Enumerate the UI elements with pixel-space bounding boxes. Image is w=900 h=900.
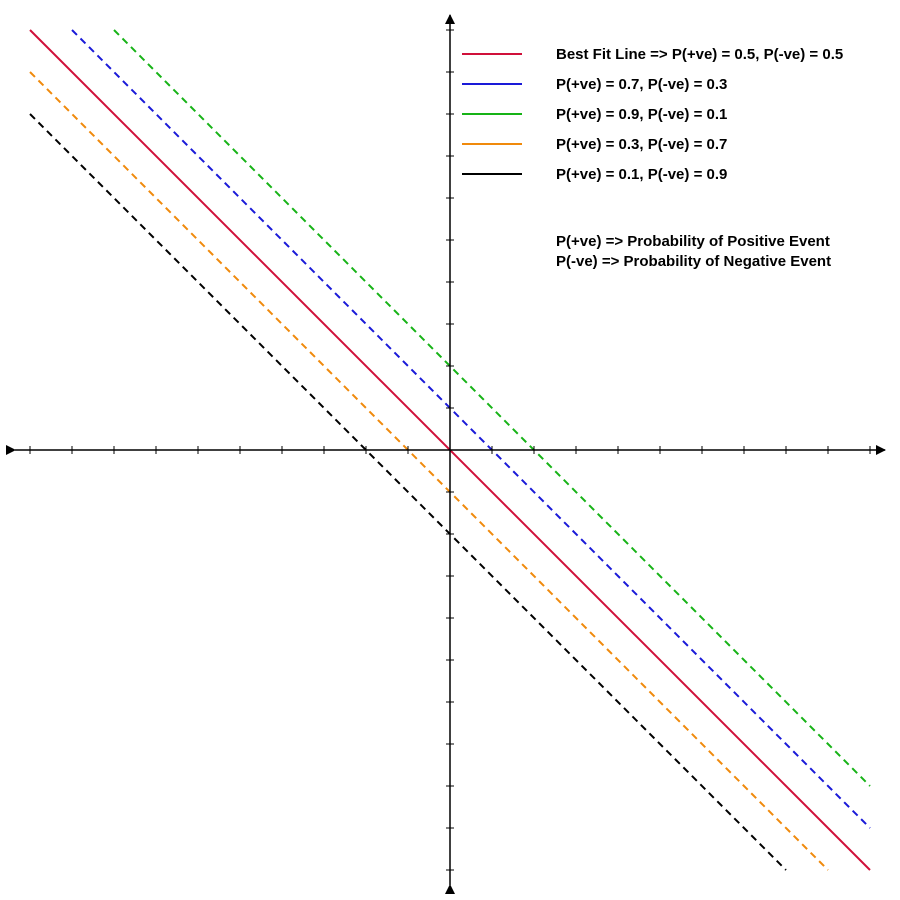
legend-label-4: P(+ve) = 0.1, P(-ve) = 0.9 (556, 166, 727, 183)
legend-label-0: Best Fit Line => P(+ve) = 0.5, P(-ve) = … (556, 46, 843, 63)
series-line-3 (29, 71, 829, 871)
series-line-1 (71, 29, 871, 829)
legend: Best Fit Line => P(+ve) = 0.5, P(-ve) = … (462, 46, 843, 183)
axes (6, 14, 886, 894)
notes: P(+ve) => Probability of Positive Event P… (556, 233, 831, 270)
note-text-1: P(-ve) => Probability of Negative Event (556, 253, 831, 270)
legend-label-3: P(+ve) = 0.3, P(-ve) = 0.7 (556, 136, 727, 153)
series-line-2 (113, 29, 871, 787)
series-line-4 (29, 113, 787, 871)
axis-ticks (29, 29, 871, 871)
note-text-0: P(+ve) => Probability of Positive Event (556, 233, 830, 250)
legend-label-1: P(+ve) = 0.7, P(-ve) = 0.3 (556, 76, 727, 93)
legend-label-2: P(+ve) = 0.9, P(-ve) = 0.1 (556, 106, 727, 123)
